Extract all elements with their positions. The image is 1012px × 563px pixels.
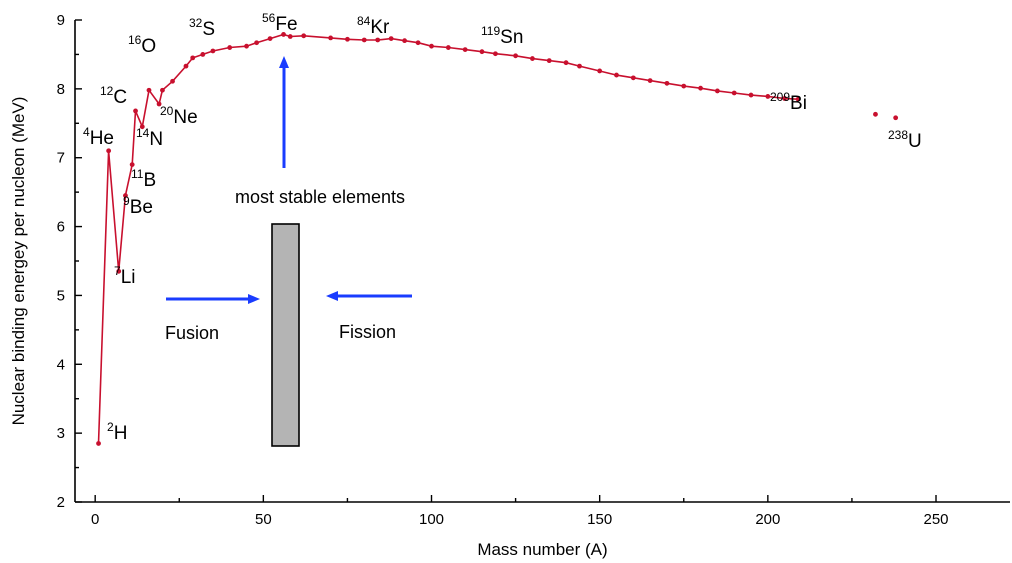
fission-arrow-head	[326, 291, 338, 301]
y-tick-label: 4	[57, 356, 65, 373]
data-point	[301, 33, 307, 39]
data-point	[345, 36, 350, 42]
data-point	[116, 268, 122, 274]
data-point	[493, 51, 498, 57]
data-point	[183, 63, 189, 69]
isotope-label-bi: 209Bi	[770, 90, 807, 114]
data-point	[190, 55, 196, 61]
isotope-label-n: 14N	[136, 126, 163, 150]
data-point	[139, 124, 145, 130]
data-point	[402, 38, 408, 44]
data-point	[698, 85, 703, 91]
y-axis-title: Nuclear binding energey per nucleon (MeV…	[9, 97, 28, 426]
most-stable-label: most stable elements	[235, 187, 405, 207]
x-tick-label: 200	[755, 511, 780, 528]
fission-label: Fission	[339, 322, 396, 342]
isotope-label-li: 7Li	[114, 264, 135, 288]
data-point	[160, 87, 165, 93]
data-point	[681, 83, 687, 89]
fusion-arrow-head	[248, 294, 260, 304]
data-point	[513, 53, 518, 59]
data-point	[664, 80, 670, 86]
data-point	[647, 78, 653, 83]
data-point	[227, 45, 233, 50]
data-point	[106, 148, 112, 154]
data-point	[96, 441, 101, 446]
x-axis-title: Mass number (A)	[477, 540, 607, 559]
data-point	[462, 47, 468, 53]
isotope-label-sn: 119Sn	[481, 24, 523, 48]
data-point	[530, 56, 535, 61]
y-tick-label: 6	[57, 219, 65, 236]
isotope-label-ne: 20Ne	[160, 104, 198, 128]
isotope-label-fe: 56Fe	[262, 11, 298, 35]
data-point	[429, 43, 434, 49]
data-point	[546, 58, 552, 64]
isotope-label-s: 32S	[189, 16, 215, 40]
data-point	[170, 78, 175, 84]
data-point	[479, 49, 485, 55]
data-point	[123, 193, 128, 198]
data-point	[731, 90, 737, 96]
stable-elements-bar	[271, 223, 300, 447]
data-point	[388, 36, 394, 41]
data-point	[129, 162, 135, 168]
isotope-label-u: 238U	[888, 128, 922, 152]
data-point	[244, 43, 249, 49]
data-point	[795, 96, 801, 102]
data-point	[415, 40, 421, 46]
isotope-label-b: 11B	[131, 167, 156, 191]
data-point	[714, 88, 720, 94]
fusion-label: Fusion	[165, 323, 219, 343]
y-tick-label: 3	[57, 425, 65, 442]
data-point	[210, 48, 216, 54]
data-point	[782, 96, 788, 101]
x-tick-label: 250	[923, 511, 948, 528]
isotope-label-be: 9Be	[123, 194, 153, 218]
data-point	[281, 32, 286, 37]
data-point	[630, 75, 636, 81]
data-point	[765, 94, 771, 99]
x-tick-label: 50	[255, 511, 272, 528]
stable-arrow-head	[279, 56, 289, 68]
x-tick-label: 150	[587, 511, 612, 528]
data-point	[597, 68, 603, 74]
data-point	[156, 101, 162, 107]
data-point	[267, 36, 273, 41]
y-tick-label: 8	[57, 81, 65, 98]
data-point	[614, 72, 619, 78]
data-point	[361, 37, 367, 43]
data-point	[328, 35, 334, 41]
y-tick-label: 2	[57, 494, 65, 511]
data-point	[893, 115, 899, 121]
isotope-label-he: 4He	[83, 125, 114, 149]
data-point	[375, 37, 381, 43]
y-tick-label: 7	[57, 150, 65, 167]
isotope-label-c: 12C	[100, 84, 127, 108]
y-tick-label: 5	[57, 287, 65, 304]
x-tick-label: 100	[419, 511, 444, 528]
data-point	[748, 92, 754, 98]
binding-energy-line	[97, 33, 799, 444]
data-point	[287, 34, 293, 39]
y-tick-label: 9	[57, 12, 65, 29]
data-point	[254, 40, 260, 46]
data-point	[146, 87, 152, 93]
data-point	[873, 111, 878, 117]
data-point	[445, 45, 451, 50]
data-point	[200, 52, 206, 57]
data-point	[577, 63, 582, 69]
data-point	[133, 108, 138, 114]
isotope-label-o: 16O	[128, 33, 156, 57]
isotope-label-kr: 84Kr	[357, 14, 390, 38]
data-point	[563, 60, 569, 66]
x-tick-label: 0	[91, 511, 99, 528]
isotope-label-h: 2H	[107, 420, 127, 444]
